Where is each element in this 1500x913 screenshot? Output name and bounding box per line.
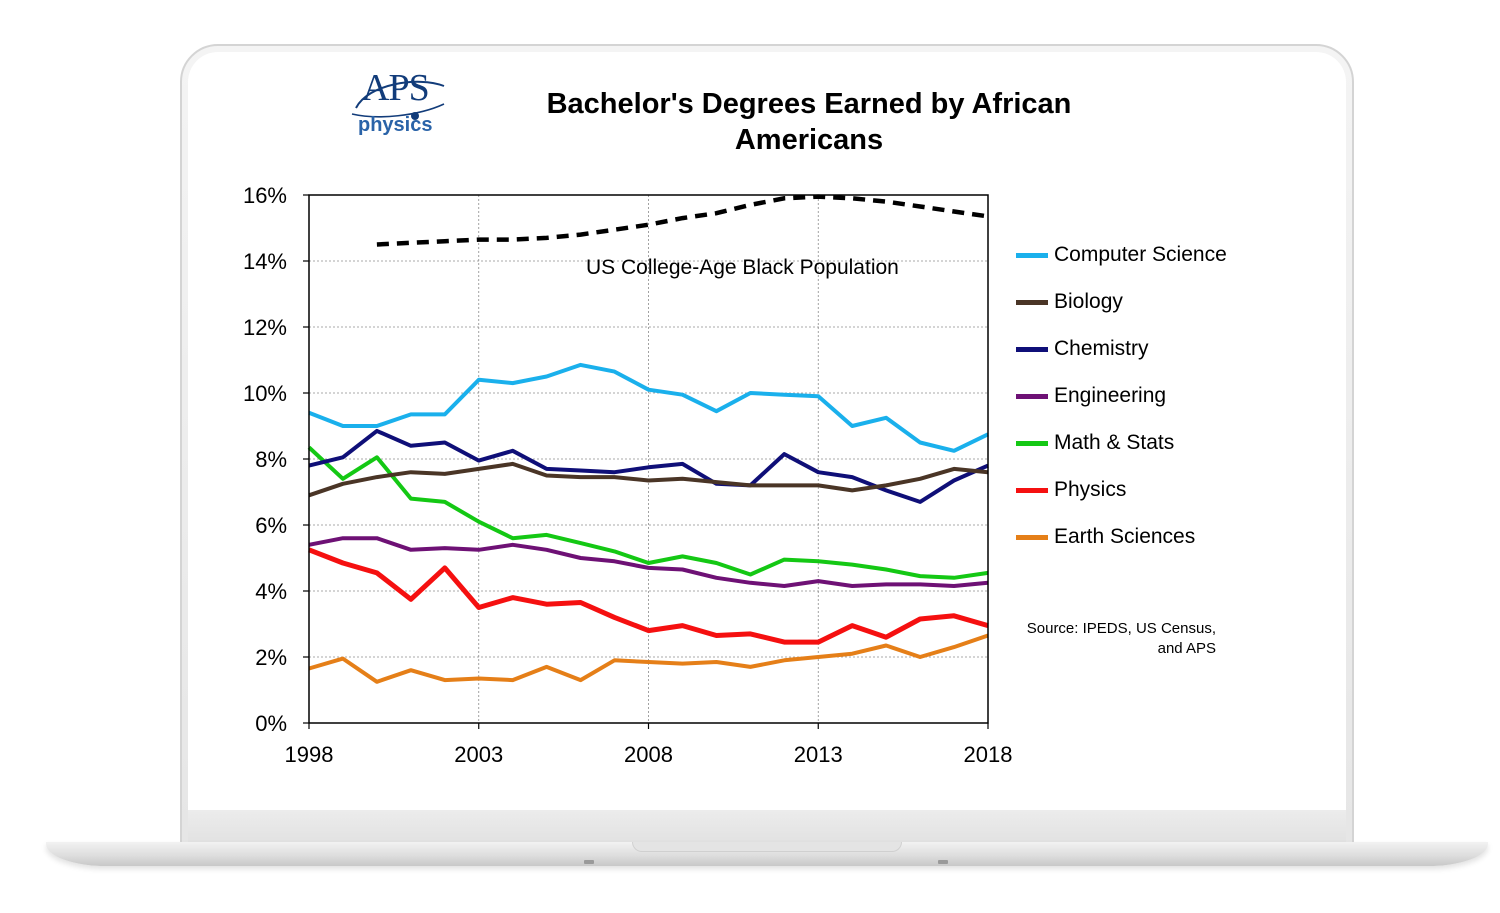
legend-label: Engineering	[1054, 384, 1167, 407]
y-tick-label: 10%	[243, 381, 287, 406]
series-computer-science	[308, 362, 989, 453]
legend-label: Biology	[1054, 290, 1123, 313]
aps-logo-wordmark: APS	[362, 67, 430, 109]
laptop-foot	[938, 860, 948, 864]
legend-swatch	[1016, 300, 1048, 305]
legend-swatch	[1016, 488, 1048, 493]
x-tick-label: 2013	[794, 742, 843, 767]
legend-swatch	[1016, 394, 1048, 399]
chart-title: Bachelor's Degrees Earned by African Ame…	[546, 88, 1072, 156]
y-tick-label: 4%	[255, 579, 287, 604]
aps-logo: APS physics	[348, 64, 448, 144]
legend-label: Math & Stats	[1054, 431, 1175, 454]
y-tick-label: 16%	[243, 183, 287, 208]
series-biology	[308, 461, 989, 498]
laptop-chin	[188, 810, 1346, 842]
y-tick-label: 6%	[255, 513, 287, 538]
legend-label: Chemistry	[1054, 337, 1149, 360]
y-tick-label: 0%	[255, 711, 287, 736]
y-tick-label: 8%	[255, 447, 287, 472]
legend-swatch	[1016, 535, 1048, 540]
series-layer	[307, 362, 989, 684]
laptop-foot	[584, 860, 594, 864]
x-tick-label: 2018	[964, 742, 1013, 767]
x-tick-label: 1998	[285, 742, 334, 767]
x-tick-label: 2008	[624, 742, 673, 767]
series-engineering	[308, 536, 989, 588]
legend-swatch	[1016, 347, 1048, 352]
y-tick-label: 14%	[243, 249, 287, 274]
y-tick-label: 12%	[243, 315, 287, 340]
aps-logo-physics: physics	[358, 114, 433, 136]
legend-swatch	[1016, 253, 1048, 258]
legend-label: Physics	[1054, 478, 1127, 501]
legend-swatch	[1016, 441, 1048, 446]
series-earth-sciences	[308, 633, 989, 684]
tick-layer: 0% 2% 4% 6% 8% 10% 12% 14% 16% 1998 2003 2008 2013 20…	[243, 183, 1013, 767]
reference-line-black-population	[376, 194, 989, 247]
y-tick-label: 2%	[255, 645, 287, 670]
reference-line-label: US College-Age Black Population	[586, 256, 899, 279]
source-note: Source: IPEDS, US Census, and APS	[1026, 620, 1216, 657]
series-math-stats	[307, 445, 989, 580]
series-physics	[308, 547, 989, 645]
aps-logo-swoosh	[351, 80, 445, 120]
reference-line-layer	[376, 194, 989, 247]
legend-label: Earth Sciences	[1054, 525, 1196, 548]
legend-label: Computer Science	[1054, 243, 1227, 266]
x-tick-label: 2003	[454, 742, 503, 767]
